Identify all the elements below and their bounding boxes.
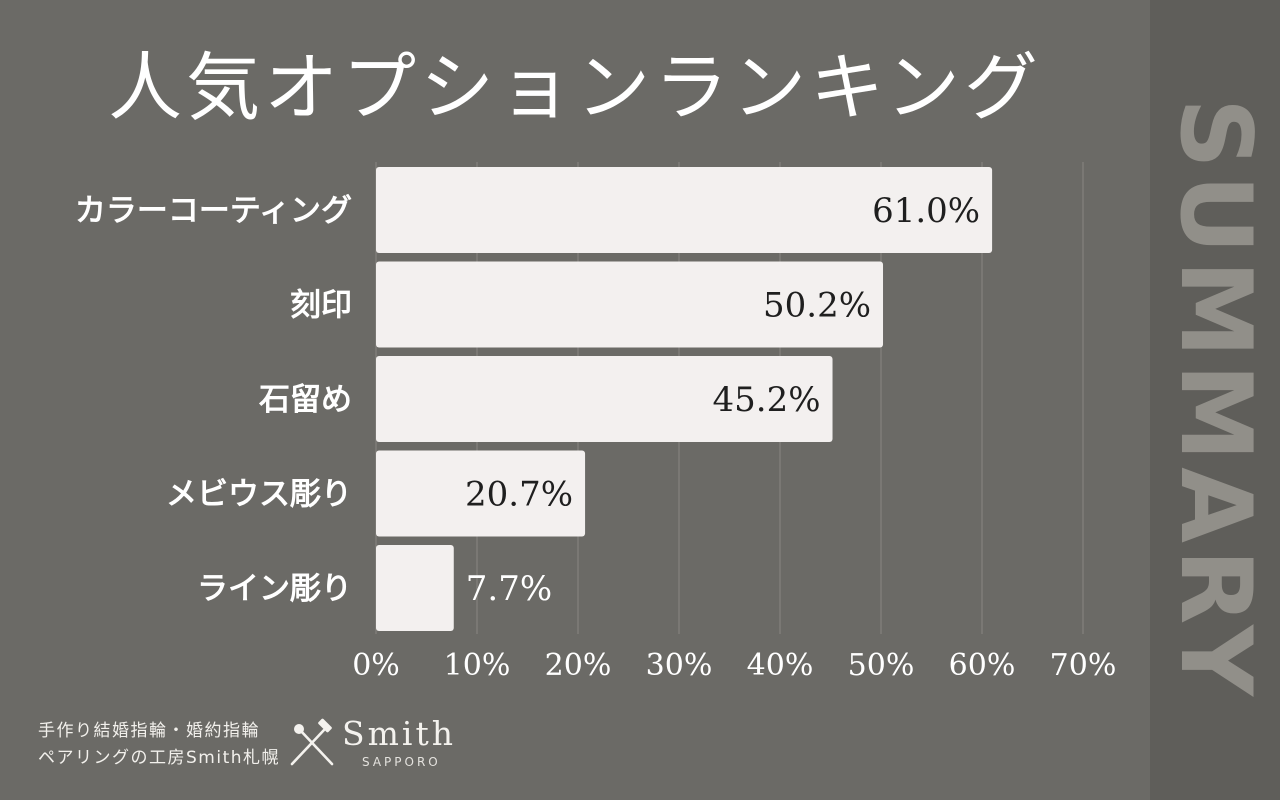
x-tick-label: 50% <box>848 648 915 683</box>
side-label: SUMMARY <box>1158 97 1272 703</box>
value-label: 45.2% <box>713 380 821 420</box>
bar <box>376 167 993 253</box>
bar <box>376 356 833 442</box>
bar <box>376 261 884 348</box>
category-label: 刻印 <box>290 288 352 324</box>
crossed-tools-icon <box>286 718 338 770</box>
bar-chart: カラーコーティング 61.0% 刻印 50.2% 石留め 45.2% メビウス彫り 20.7%… <box>75 162 1117 683</box>
bar <box>376 545 454 631</box>
category-label: ライン彫り <box>197 571 352 607</box>
side-band <box>1150 0 1280 800</box>
page-title: 人気オプションランキング <box>108 45 1042 131</box>
category-label: メビウス彫り <box>166 477 352 513</box>
x-tick-label: 70% <box>1050 648 1117 683</box>
logo-name: Smith <box>342 714 456 753</box>
x-tick-label: 30% <box>646 648 713 683</box>
value-label: 61.0% <box>872 191 980 231</box>
category-label: カラーコーティング <box>75 193 352 229</box>
x-tick-label: 0% <box>352 648 400 683</box>
value-label: 7.7% <box>466 569 552 609</box>
category-label: 石留め <box>258 382 352 418</box>
bar <box>376 450 586 537</box>
brand-tagline-line1: 手作り結婚指輪・婚約指輪 <box>38 721 260 741</box>
x-tick-label: 10% <box>444 648 511 683</box>
logo-sub: SAPPORO <box>362 755 441 769</box>
x-tick-label: 40% <box>747 648 814 683</box>
brand-tagline-line2: ペアリングの工房Smith札幌 <box>38 748 281 768</box>
value-label: 50.2% <box>763 286 871 326</box>
value-label: 20.7% <box>465 475 573 515</box>
x-tick-label: 20% <box>545 648 612 683</box>
x-tick-label: 60% <box>949 648 1016 683</box>
